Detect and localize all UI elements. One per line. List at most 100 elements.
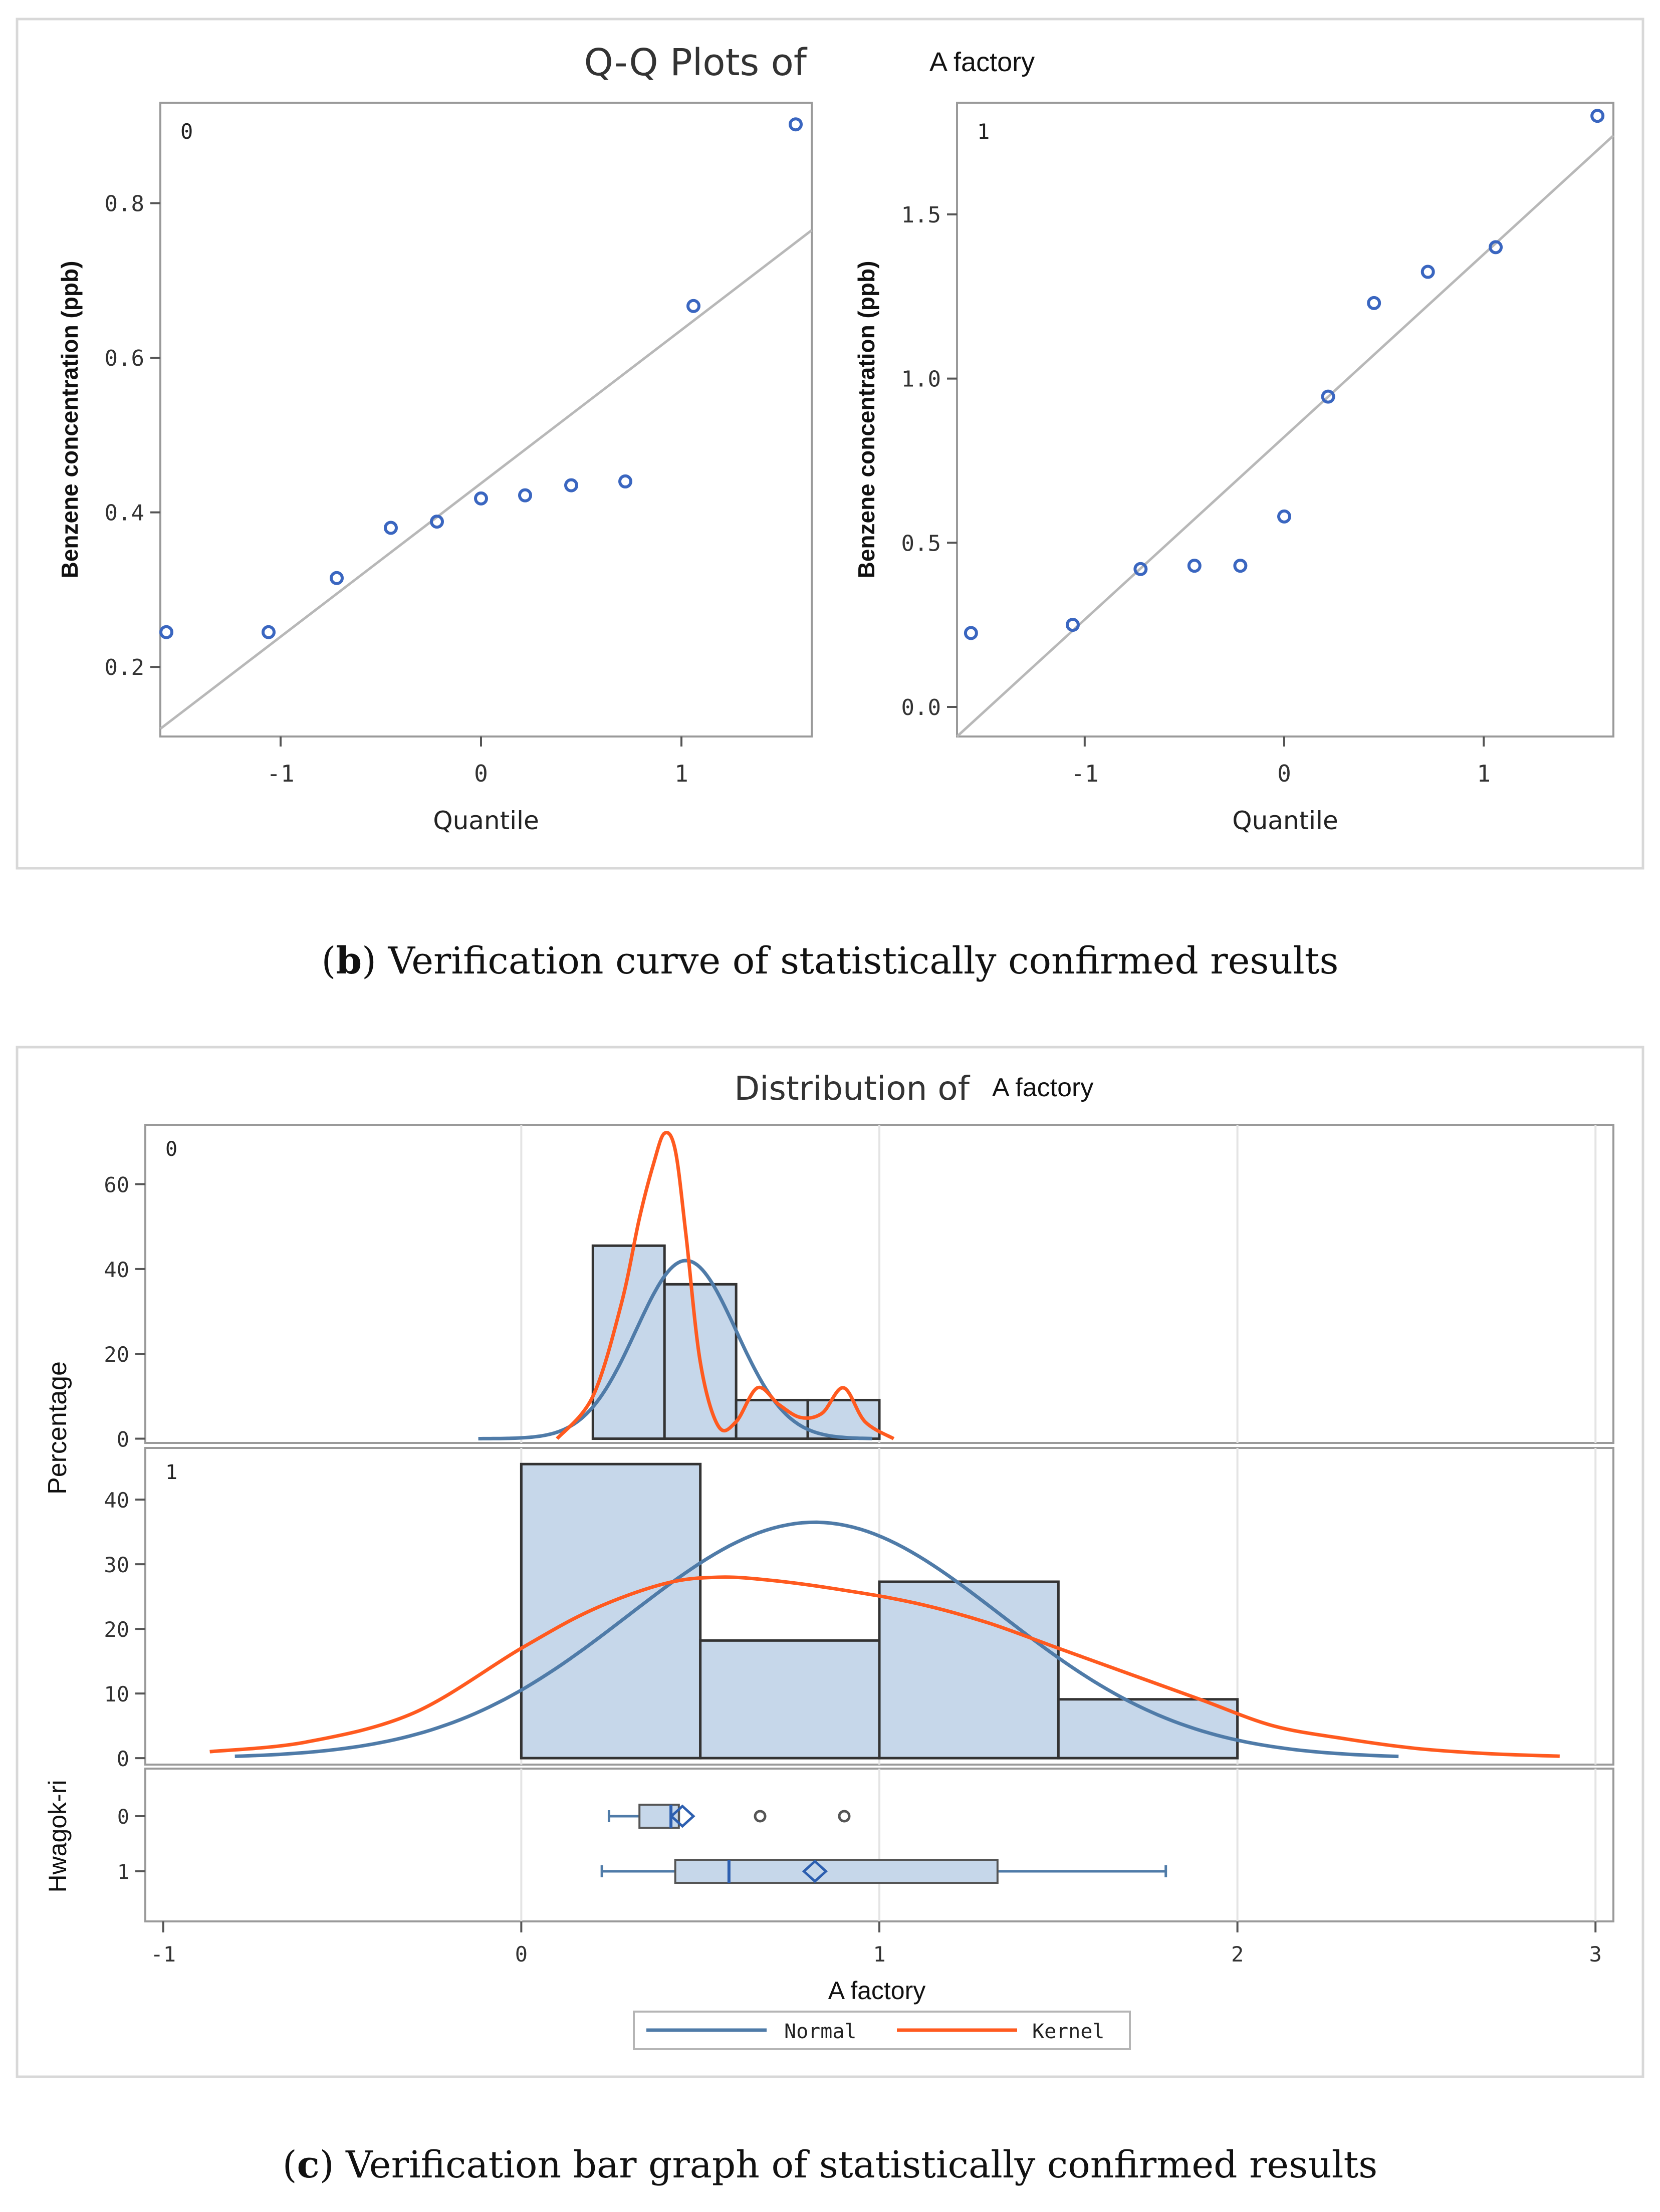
y-tick-label: 0.4 bbox=[105, 501, 144, 526]
outlier-point bbox=[838, 1810, 851, 1823]
qq-point bbox=[1321, 389, 1335, 404]
histogram-bar bbox=[1057, 1698, 1239, 1760]
y-tick-label: 60 bbox=[104, 1173, 129, 1197]
box bbox=[674, 1859, 999, 1884]
panel-label: 0 bbox=[180, 119, 193, 144]
qq-point bbox=[330, 571, 344, 585]
qq-panel-1: -1 0 1 0.0 0.5 1.0 1.5 1 Quantile Benzene concent… bbox=[853, 102, 1614, 835]
qq-point bbox=[518, 488, 532, 503]
caption-b: (b) Verification curve of statistically … bbox=[321, 939, 1339, 982]
caption-c-letter: c bbox=[297, 2143, 320, 2186]
qq-point bbox=[159, 625, 173, 639]
qq-point bbox=[1233, 559, 1248, 573]
qq-point bbox=[1277, 509, 1292, 524]
y-tick-label: 20 bbox=[104, 1342, 129, 1367]
y-tick-label: 0.8 bbox=[105, 191, 144, 217]
y-tick-label: 0.0 bbox=[901, 695, 941, 720]
qq-point bbox=[564, 478, 578, 493]
histogram-bar bbox=[699, 1639, 881, 1760]
qq-point bbox=[1065, 618, 1080, 632]
y-tick-label: 0.5 bbox=[901, 531, 941, 556]
qq-point bbox=[1367, 296, 1381, 310]
qq-point bbox=[964, 626, 978, 640]
y-tick-label: 0.2 bbox=[105, 655, 144, 680]
caption-b-text: Verification curve of statistically conf… bbox=[388, 939, 1339, 982]
dist-y-axis-label: Percentage bbox=[43, 1361, 72, 1495]
dist-x-axis: -1 0 1 2 3 bbox=[150, 1921, 1602, 1967]
x-tick-label: 0 bbox=[1277, 760, 1291, 787]
qq-y-axis-label: Benzene concentration (ppb) bbox=[853, 261, 879, 579]
kernel-curve bbox=[209, 1575, 1560, 1758]
legend: Normal Kernel bbox=[633, 2011, 1131, 2050]
qq-point bbox=[384, 521, 398, 535]
normal-curve bbox=[234, 1520, 1399, 1759]
y-tick-label: 40 bbox=[104, 1488, 129, 1513]
legend-label-kernel: Kernel bbox=[1032, 2020, 1105, 2043]
histogram-bar bbox=[878, 1580, 1060, 1760]
outlier-point bbox=[754, 1810, 767, 1823]
histogram-bar bbox=[735, 1398, 809, 1440]
y-tick-label: 30 bbox=[104, 1553, 129, 1577]
x-tick-label: 1 bbox=[674, 760, 688, 787]
qq-reference-line bbox=[159, 229, 813, 730]
x-tick-label: 1 bbox=[1477, 760, 1491, 787]
qq-point bbox=[1420, 265, 1435, 279]
y-tick-label: 1 bbox=[117, 1861, 129, 1884]
qq-y-axis-label: Benzene concentration (ppb) bbox=[57, 261, 83, 579]
panel-label: 1 bbox=[977, 119, 990, 144]
x-tick-label: 1 bbox=[873, 1942, 885, 1967]
mean-marker bbox=[669, 1804, 695, 1828]
qq-point bbox=[1590, 109, 1605, 123]
x-tick-label: 2 bbox=[1231, 1942, 1244, 1967]
y-tick-label: 10 bbox=[104, 1682, 129, 1706]
qq-reference-line bbox=[956, 134, 1614, 738]
panel-label: 1 bbox=[165, 1461, 177, 1484]
box-y-axis-label: Hwagok-ri bbox=[44, 1780, 72, 1892]
x-tick-label: -1 bbox=[150, 1942, 176, 1967]
qq-point bbox=[618, 474, 632, 488]
caption-c: (c) Verification bar graph of statistica… bbox=[282, 2143, 1378, 2186]
qq-plot-area bbox=[956, 102, 1614, 738]
dist-title: Distribution of bbox=[734, 1069, 970, 1108]
dist-boxplot: 01 bbox=[117, 1768, 1614, 1922]
qq-panel-0: -1 0 1 0.2 0.4 0.6 0.8 0 Quantile Benzene concent… bbox=[57, 102, 813, 835]
dist-x-axis-label: A factory bbox=[828, 1977, 926, 2005]
legend-label-normal: Normal bbox=[784, 2020, 857, 2043]
y-tick-label: 1.5 bbox=[901, 202, 941, 228]
x-tick-label: -1 bbox=[267, 760, 294, 787]
y-tick-label: 20 bbox=[104, 1617, 129, 1642]
qq-point bbox=[262, 625, 276, 639]
qq-x-axis-label: Quantile bbox=[433, 806, 539, 835]
caption-b-letter: b bbox=[336, 939, 362, 982]
y-tick-label: 0.6 bbox=[105, 346, 144, 371]
y-tick-label: 0 bbox=[117, 1747, 129, 1771]
qq-point bbox=[474, 491, 488, 506]
panel-label: 0 bbox=[165, 1138, 177, 1161]
dist-panels: 0 20 40 60 0 0 10 20 30 40 1 bbox=[104, 1124, 1614, 1771]
histogram-bar bbox=[520, 1462, 702, 1760]
y-tick-label: 1.0 bbox=[901, 367, 941, 392]
qq-point bbox=[1187, 559, 1202, 573]
qq-x-axis-label: Quantile bbox=[1232, 806, 1338, 835]
x-tick-label: -1 bbox=[1071, 760, 1098, 787]
y-tick-label: 0 bbox=[117, 1427, 129, 1452]
qq-point bbox=[1133, 562, 1148, 576]
caption-c-text: Verification bar graph of statistically … bbox=[346, 2143, 1378, 2186]
y-tick-label: 0 bbox=[117, 1806, 129, 1829]
x-tick-label: 3 bbox=[1589, 1942, 1602, 1967]
qq-point bbox=[430, 515, 444, 529]
x-tick-label: 0 bbox=[474, 760, 488, 787]
mean-marker bbox=[802, 1859, 828, 1883]
qq-title: Q-Q Plots of bbox=[584, 41, 808, 84]
dist-title-suffix: A factory bbox=[992, 1073, 1093, 1102]
x-tick-label: 0 bbox=[515, 1942, 528, 1967]
qq-point bbox=[686, 299, 700, 313]
qq-plot-area bbox=[159, 102, 813, 738]
kernel-curve bbox=[556, 1131, 895, 1440]
qq-title-suffix: A factory bbox=[929, 47, 1035, 77]
qq-point bbox=[1489, 240, 1503, 255]
y-tick-label: 40 bbox=[104, 1258, 129, 1282]
qq-point bbox=[789, 117, 803, 132]
normal-curve bbox=[478, 1259, 872, 1440]
